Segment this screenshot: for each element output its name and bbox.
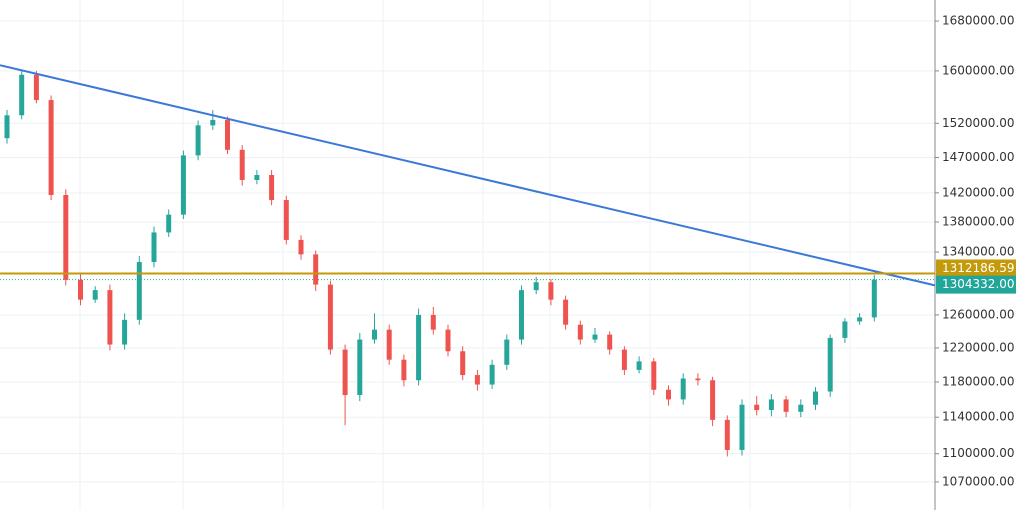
- candle-body: [416, 314, 422, 381]
- candle-body: [460, 351, 466, 376]
- candle-body: [372, 329, 377, 340]
- candle-body: [577, 324, 583, 340]
- candle-body: [313, 254, 319, 285]
- candle-body: [386, 329, 392, 360]
- candle-body: [33, 74, 39, 101]
- price-label: 1312186.59: [942, 261, 1015, 275]
- y-tick-label: 1180000.00: [942, 374, 1015, 388]
- candle-body: [842, 321, 848, 338]
- candle-body: [563, 299, 569, 325]
- candle-body: [283, 200, 289, 240]
- candle-body: [327, 284, 333, 350]
- candle-body: [813, 391, 818, 405]
- y-tick-label: 1520000.00: [942, 116, 1015, 130]
- candle-body: [63, 194, 69, 280]
- candle-body: [19, 74, 25, 116]
- candle-body: [92, 290, 98, 300]
- candle-body: [180, 155, 186, 215]
- candle-body: [225, 119, 230, 150]
- y-tick-label: 1680000.00: [942, 14, 1015, 28]
- candle-body: [239, 149, 245, 180]
- candle-body: [489, 364, 495, 385]
- candle-body: [4, 115, 10, 139]
- y-tick-label: 1380000.00: [942, 215, 1015, 229]
- candle-body: [798, 404, 804, 412]
- trendline: [0, 64, 936, 287]
- candle-body: [166, 214, 172, 233]
- candle-body: [548, 282, 554, 300]
- candle-body: [78, 279, 83, 300]
- candle-body: [48, 100, 54, 195]
- candle-body: [533, 282, 539, 291]
- y-tick-label: 1340000.00: [942, 245, 1015, 259]
- price-label: 1304332.00: [942, 277, 1015, 291]
- candle-body: [298, 239, 304, 255]
- candle-body: [519, 290, 524, 340]
- candle-body: [122, 319, 128, 345]
- candle-body: [136, 262, 142, 320]
- candle-body: [636, 361, 642, 370]
- candle-body: [739, 404, 745, 450]
- candle-body: [357, 339, 363, 396]
- candle-body: [651, 361, 657, 390]
- candle-body: [857, 317, 863, 322]
- candle-body: [195, 125, 201, 156]
- y-tick-label: 1600000.00: [942, 63, 1015, 77]
- candle-body: [254, 174, 260, 180]
- candle-body: [269, 174, 275, 201]
- candle-body: [768, 399, 774, 411]
- candle-body: [680, 378, 686, 400]
- y-tick-label: 1220000.00: [942, 340, 1015, 354]
- candle-body: [592, 334, 598, 340]
- candle-body: [445, 329, 451, 352]
- candle-body: [607, 334, 613, 350]
- candle-body: [724, 419, 730, 450]
- y-tick-label: 1140000.00: [942, 410, 1015, 424]
- candle-body: [107, 290, 113, 345]
- candle-body: [827, 337, 833, 392]
- candle-body: [666, 389, 671, 400]
- candle-body: [783, 399, 789, 412]
- candle-body: [871, 279, 877, 318]
- y-tick-label: 1100000.00: [942, 446, 1015, 460]
- candle-body: [151, 232, 157, 263]
- candle-body: [210, 119, 216, 126]
- y-tick-label: 1070000.00: [942, 474, 1015, 488]
- y-tick-label: 1470000.00: [942, 150, 1015, 164]
- candle-body: [474, 375, 480, 385]
- price-label-box: [936, 275, 1016, 294]
- candle-body: [504, 339, 510, 365]
- candle-body: [710, 380, 716, 420]
- candle-body: [695, 378, 701, 381]
- candle-body: [401, 359, 407, 381]
- y-tick-label: 1260000.00: [942, 307, 1015, 321]
- candle-body: [754, 404, 760, 411]
- candle-body: [621, 349, 627, 370]
- price-label-box: [936, 259, 1016, 278]
- y-tick-label: 1420000.00: [942, 185, 1015, 199]
- candle-body: [430, 314, 436, 330]
- candle-body: [342, 349, 348, 396]
